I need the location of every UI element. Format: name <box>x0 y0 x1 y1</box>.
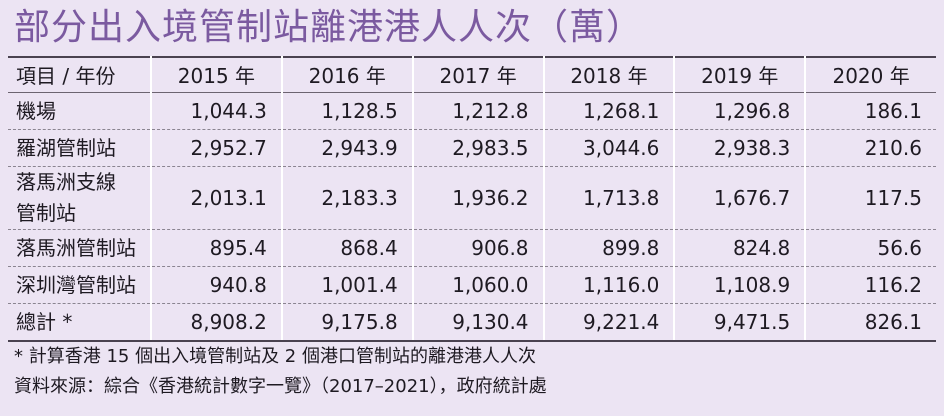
row-label-lok-ma-chau-spur-line: 落馬洲支線 管制站 <box>8 166 151 230</box>
table-cell: 9,221.4 <box>542 303 675 341</box>
table-cell: 56.6 <box>804 229 936 267</box>
table-cell: 1,116.0 <box>542 266 675 304</box>
header-item-year: 項目 / 年份 <box>8 56 151 93</box>
row-label-airport: 機場 <box>8 92 151 130</box>
table-cell: 2,938.3 <box>673 129 806 167</box>
table-row: 落馬洲支線 管制站 2,013.1 2,183.3 1,936.2 1,713.… <box>8 166 936 230</box>
header-2018: 2018 年 <box>542 56 675 93</box>
table-cell: 2,952.7 <box>150 129 282 167</box>
table-cell: 1,212.8 <box>411 92 544 130</box>
table-cell: 1,268.1 <box>542 92 675 130</box>
table-cell: 8,908.2 <box>150 303 282 341</box>
table-row: 深圳灣管制站 940.8 1,001.4 1,060.0 1,116.0 1,1… <box>8 266 936 304</box>
table-header-row: 項目 / 年份 2015 年 2016 年 2017 年 2018 年 2019… <box>8 56 936 93</box>
table-cell: 1,936.2 <box>411 166 544 230</box>
table-cell: 868.4 <box>280 229 413 267</box>
table-cell: 906.8 <box>411 229 544 267</box>
row-label-lok-ma-chau: 落馬洲管制站 <box>8 229 151 267</box>
table-cell: 9,471.5 <box>673 303 806 341</box>
table-cell: 9,175.8 <box>280 303 413 341</box>
table-cell: 1,060.0 <box>411 266 544 304</box>
page-title: 部分出入境管制站離港港人人次（萬） <box>14 7 644 48</box>
table-cell: 9,130.4 <box>411 303 544 341</box>
departures-table: 項目 / 年份 2015 年 2016 年 2017 年 2018 年 2019… <box>8 56 936 341</box>
table-row: 機場 1,044.3 1,128.5 1,212.8 1,268.1 1,296… <box>8 92 936 130</box>
row-label-lo-wu: 羅湖管制站 <box>8 129 151 167</box>
table-row: 羅湖管制站 2,952.7 2,943.9 2,983.5 3,044.6 2,… <box>8 129 936 167</box>
table-cell: 2,943.9 <box>280 129 413 167</box>
table-cell: 210.6 <box>804 129 936 167</box>
header-2017: 2017 年 <box>411 56 544 93</box>
table-cell: 895.4 <box>150 229 282 267</box>
table-cell: 2,183.3 <box>280 166 413 230</box>
table-cell: 2,983.5 <box>411 129 544 167</box>
table-cell: 899.8 <box>542 229 675 267</box>
header-2020: 2020 年 <box>804 56 936 93</box>
table-cell: 117.5 <box>804 166 936 230</box>
table-cell: 1,108.9 <box>673 266 806 304</box>
header-2016: 2016 年 <box>280 56 413 93</box>
table-cell: 1,128.5 <box>280 92 413 130</box>
table-cell: 940.8 <box>150 266 282 304</box>
row-label-total: 總計 * <box>16 309 73 334</box>
row-label-line1: 落馬洲支線 <box>16 170 116 194</box>
table-cell: 1,713.8 <box>542 166 675 230</box>
table-cell: 1,001.4 <box>280 266 413 304</box>
footnote: * 計算香港 15 個出入境管制站及 2 個港口管制站的離港港人人次 <box>14 346 536 367</box>
table-cell: 824.8 <box>673 229 806 267</box>
table-cell: 1,676.7 <box>673 166 806 230</box>
table-row: 落馬洲管制站 895.4 868.4 906.8 899.8 824.8 56.… <box>8 229 936 267</box>
header-2015: 2015 年 <box>150 56 282 93</box>
table-cell: 186.1 <box>804 92 936 130</box>
row-label-shenzhen-bay: 深圳灣管制站 <box>8 266 151 304</box>
header-2019: 2019 年 <box>673 56 806 93</box>
source-note: 資料來源：綜合《香港統計數字一覽》（2017–2021），政府統計處 <box>14 376 547 397</box>
table-cell: 3,044.6 <box>542 129 675 167</box>
table-cell: 1,044.3 <box>150 92 282 130</box>
table-cell: 1,296.8 <box>673 92 806 130</box>
row-label-line2: 管制站 <box>16 201 76 225</box>
table-cell: 826.1 <box>804 303 936 341</box>
table-bottom-rule <box>8 340 936 342</box>
table-cell: 116.2 <box>804 266 936 304</box>
table-row-total: 總計 * 8,908.2 9,175.8 9,130.4 9,221.4 9,4… <box>8 303 936 341</box>
table-cell: 2,013.1 <box>150 166 282 230</box>
